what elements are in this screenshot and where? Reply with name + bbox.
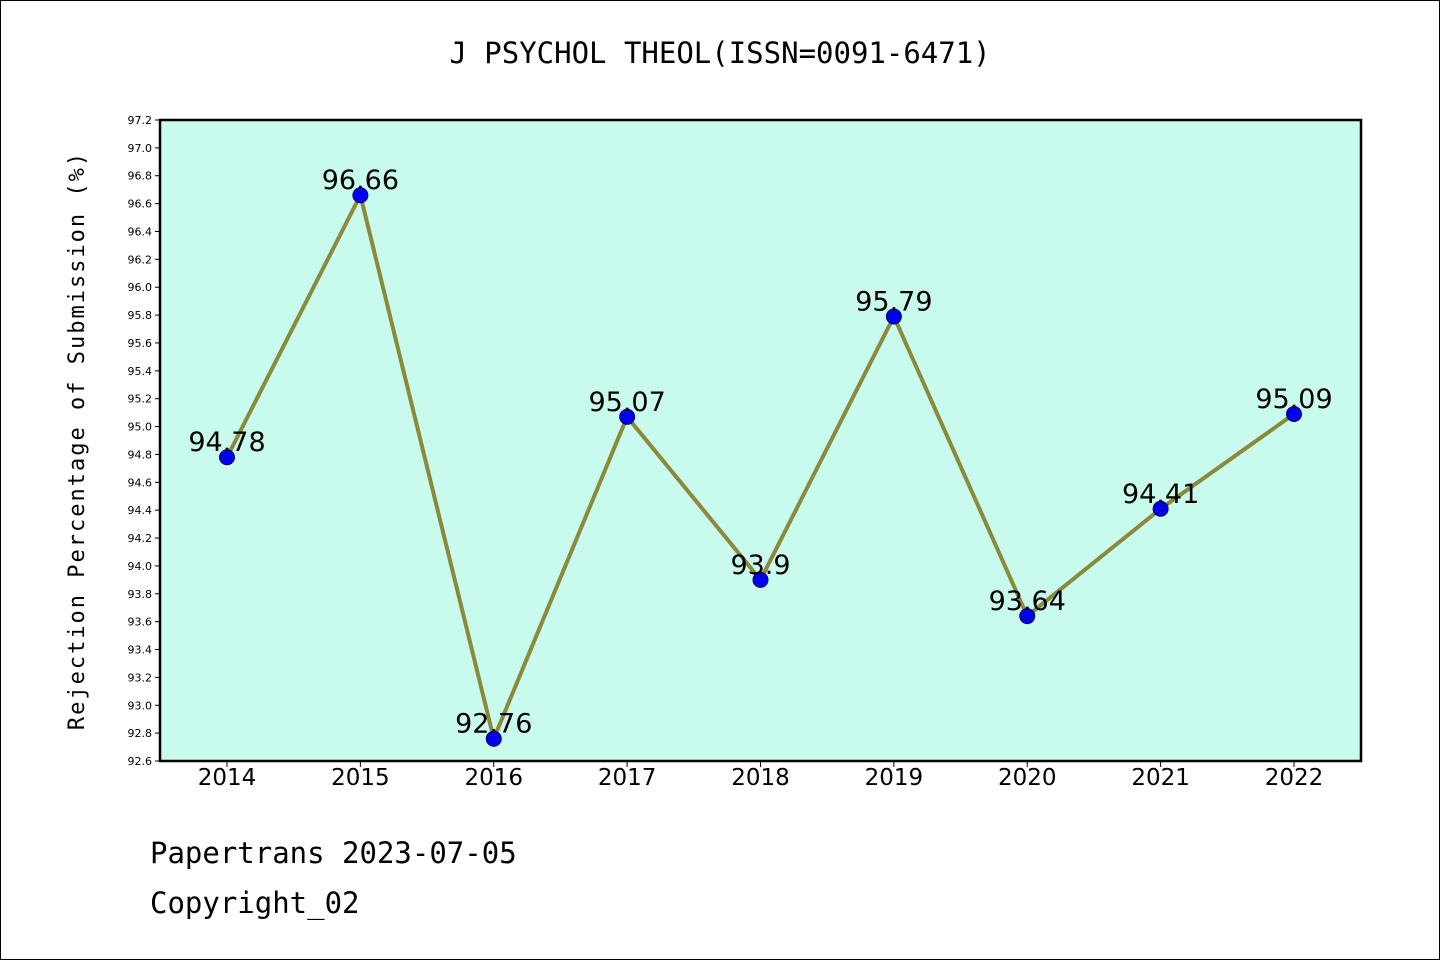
x-tick-label: 2017 — [598, 765, 657, 791]
y-tick-label: 95.0 — [128, 421, 153, 434]
y-tick-label: 93.8 — [128, 588, 153, 601]
y-tick-label: 96.6 — [128, 198, 153, 211]
y-tick-label: 93.2 — [128, 671, 153, 684]
y-tick-label: 94.6 — [128, 476, 153, 489]
y-tick-label: 94.0 — [128, 560, 153, 573]
y-tick-label: 97.2 — [128, 114, 153, 127]
x-tick-label: 2018 — [731, 765, 790, 791]
data-point — [219, 449, 235, 466]
y-tick-label: 92.6 — [128, 755, 153, 768]
y-tick-label: 95.2 — [128, 393, 153, 406]
data-point — [885, 308, 902, 325]
footer-date: Papertrans 2023-07-05 — [150, 836, 517, 870]
data-label: 95.09 — [1255, 384, 1332, 415]
y-tick-label: 93.4 — [128, 644, 153, 657]
y-tick-label: 94.4 — [128, 504, 153, 517]
data-point — [619, 408, 636, 425]
x-tick-label: 2022 — [1265, 765, 1324, 791]
data-point — [1019, 608, 1036, 625]
data-label: 95.79 — [855, 286, 932, 317]
data-label: 92.76 — [455, 709, 532, 740]
y-tick-label: 95.6 — [128, 337, 153, 350]
data-label: 94.41 — [1122, 479, 1199, 510]
data-label: 93.64 — [989, 586, 1066, 617]
y-tick-label: 95.8 — [128, 309, 153, 322]
data-point — [485, 730, 502, 747]
data-label: 93.9 — [730, 550, 790, 581]
data-point — [752, 571, 769, 588]
plot-area — [158, 118, 1363, 763]
x-axis: 2014 2015 2016 2017 2018 2019 2020 2021 2022 — [198, 761, 1324, 791]
y-tick-label: 96.8 — [128, 170, 153, 183]
y-tick-label: 94.8 — [128, 448, 153, 461]
y-tick-label: 97.0 — [128, 142, 153, 155]
x-tick-label: 2020 — [998, 765, 1057, 791]
data-point — [1152, 500, 1169, 517]
data-point — [1286, 406, 1302, 423]
footer-copyright: Copyright_02 — [150, 886, 360, 920]
x-tick-label: 2016 — [464, 765, 523, 791]
data-label: 96.66 — [322, 165, 399, 196]
y-tick-label: 93.6 — [128, 616, 153, 629]
data-label: 95.07 — [588, 387, 665, 418]
y-tick-label: 95.4 — [128, 365, 153, 378]
x-tick-label: 2014 — [198, 765, 257, 791]
x-tick-label: 2021 — [1131, 765, 1190, 791]
x-tick-label: 2015 — [331, 765, 390, 791]
series-rejection — [219, 187, 1302, 747]
y-tick-label: 93.0 — [128, 699, 153, 712]
x-tick-label: 2019 — [865, 765, 924, 791]
y-axis: 92.6 92.8 93.0 93.2 93.4 93.6 93.8 94.0 94.2 94.4… — [128, 114, 160, 768]
chart-title: J PSYCHOL THEOL(ISSN=0091-6471) — [449, 36, 991, 70]
data-point — [352, 187, 369, 204]
data-label: 94.78 — [188, 427, 265, 458]
y-tick-label: 96.2 — [128, 253, 153, 266]
y-tick-label: 96.0 — [128, 281, 153, 294]
y-tick-label: 92.8 — [128, 727, 153, 740]
y-axis-label: Rejection Percentage of Submission (%) — [65, 151, 90, 730]
y-tick-label: 96.4 — [128, 225, 153, 238]
data-labels: 94.78 96.66 92.76 95.07 93.9 95.79 93.64 94.41 9… — [188, 165, 1332, 739]
y-tick-label: 94.2 — [128, 532, 153, 545]
